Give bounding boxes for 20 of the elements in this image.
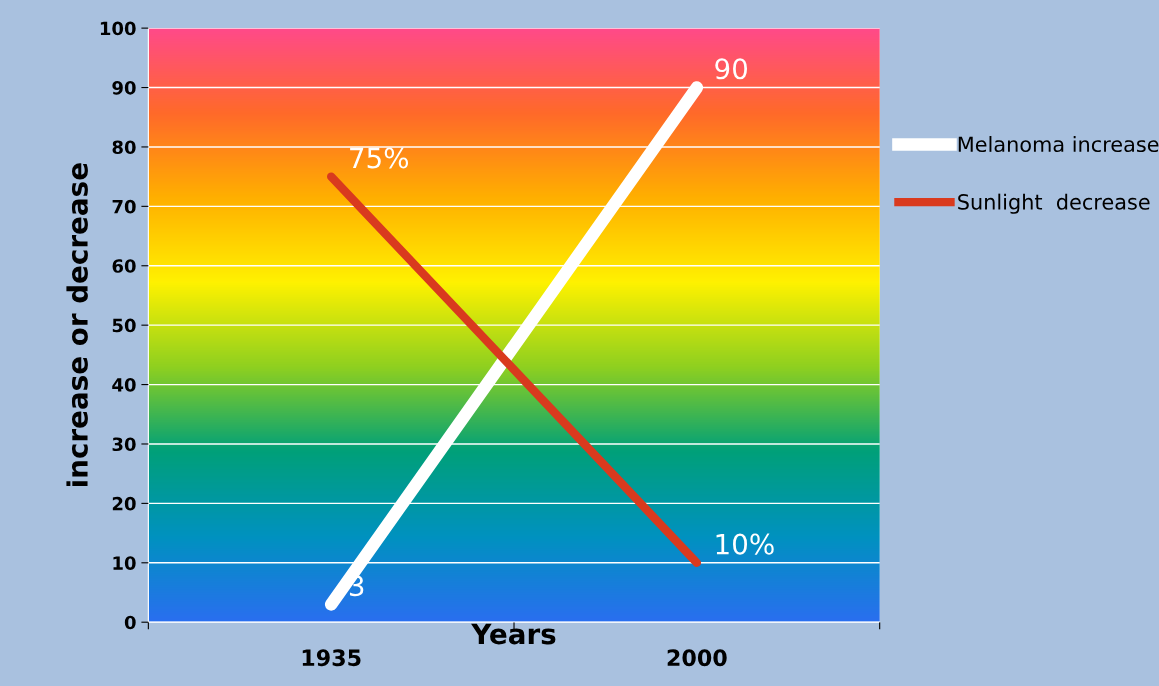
x-tick-label: 2000 [667, 649, 727, 667]
legend-label: Sunlight decrease [958, 193, 1150, 214]
y-axis-title: increase or decrease [66, 163, 88, 487]
x-axis-title: Years [471, 623, 556, 645]
y-tick-label: 80 [112, 140, 136, 155]
y-tick-label: 0 [124, 615, 136, 630]
y-tick-label: 30 [112, 437, 136, 452]
x-tick-label: 1935 [302, 649, 361, 667]
y-tick-label: 20 [112, 496, 136, 511]
y-tick-label: 10 [113, 556, 136, 570]
y-tick-label: 100 [100, 21, 136, 36]
y-tick-label: 40 [112, 378, 136, 392]
y-tick-label: 90 [112, 80, 136, 95]
data-label: 75% [350, 147, 409, 169]
data-label: 90 [715, 58, 748, 80]
y-tick-label: 70 [112, 199, 136, 214]
data-label: 10% [716, 533, 774, 555]
y-tick-label: 50 [112, 318, 136, 333]
y-tick-label: 60 [112, 259, 136, 273]
legend-label: Melanoma increase [958, 135, 1159, 153]
